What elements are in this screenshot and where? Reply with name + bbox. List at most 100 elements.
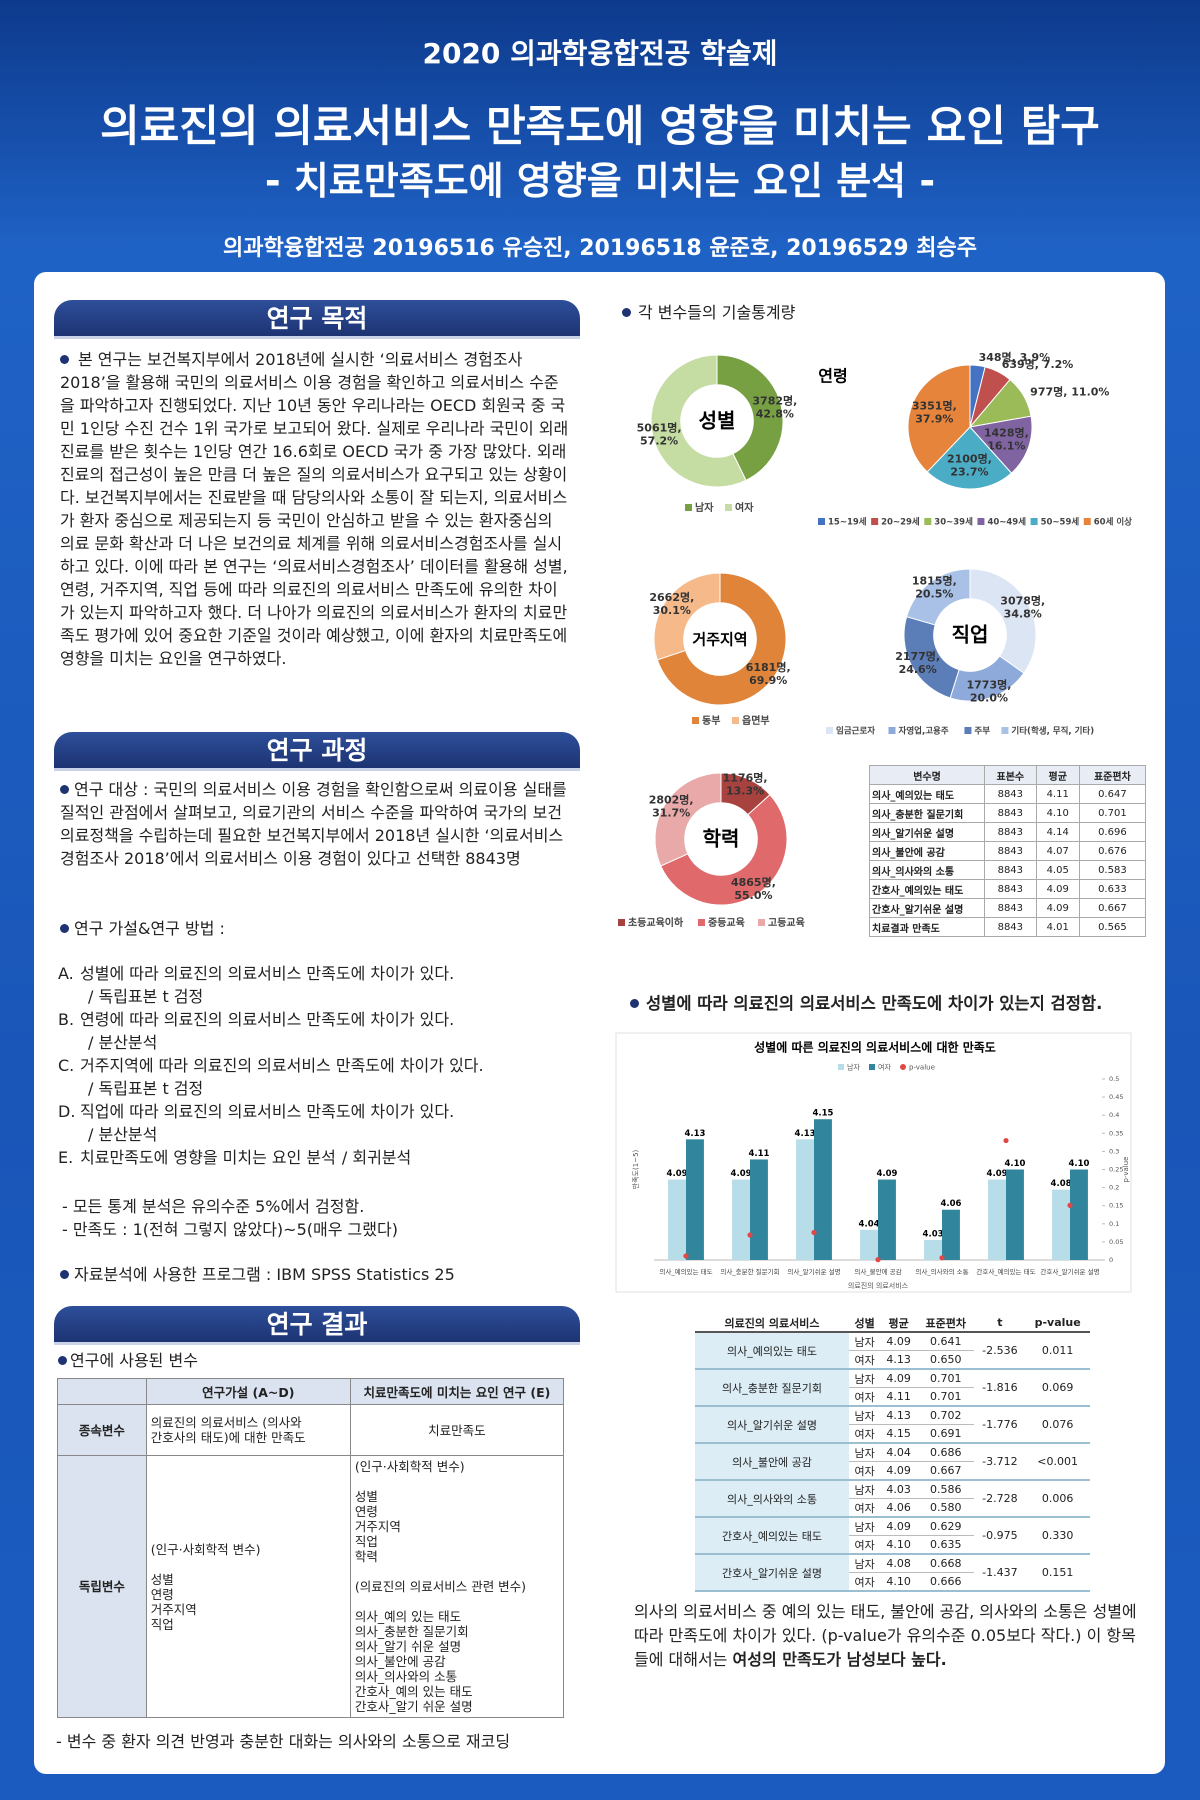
y2-tick-label: 0.45 [1109,1093,1123,1101]
table-cell: 4.13 [880,1406,918,1425]
table-row: 치료결과 만족도 8843 4.01 0.565 [869,917,1147,937]
test-heading: 성별에 따라 의료진의 의료서비스 만족도에 차이가 있는지 검정함. [630,992,1102,1015]
item-cell: 간호사_알기쉬운 설명 [695,1554,849,1592]
stat-cell: -2.728 [974,1480,1026,1518]
header-row: 의료진의 의료서비스 성별 평균 표준편차 t p-value [695,1314,1090,1333]
table-row: 의사_알기쉬운 설명 남자 4.13 0.702 -1.776 0.076 [695,1406,1090,1444]
note: - 만족도 : 1(전혀 그렇지 않았다)~5(매우 그랬다) [62,1220,398,1239]
legend-label: 여자 [735,501,754,514]
table-cell: 여자 [849,1498,881,1518]
header-row: 변수명 표본수 평균 표준편차 [869,765,1147,785]
table-cell: 여자 [849,1461,881,1481]
legend-label: 15~19세 [828,517,867,528]
table-row: 의사_알기쉬운 설명 8843 4.14 0.696 [869,822,1147,842]
table-cell: 여자 [849,1572,881,1592]
header-cell: 의료진의 의료서비스 [695,1314,849,1333]
bar [1070,1169,1088,1260]
x-tick-label: 의사_예의있는 태도 [659,1267,712,1276]
paragraph: 의사의 의료서비스 중 예의 있는 태도, 불안에 공감, 의사와의 소통은 성… [634,1602,1137,1669]
table-cell: 0.641 [917,1332,975,1351]
legend-swatch [758,919,765,926]
legend-label: 기타(학생, 무직, 기타) [1011,726,1094,737]
pie-slice [716,354,784,481]
item-cell: 의사_불안에 공감 [695,1443,849,1481]
hypothesis-method: / 분산분석 [88,1125,158,1144]
table-row: 의사_불안에 공감 8843 4.07 0.676 [869,841,1147,861]
bar [796,1139,814,1260]
slice-label: 1815명, 20.5% [912,574,957,601]
header-cell: 표준편차 [917,1314,975,1333]
x-axis-label: 의료진의 의료서비스 [848,1281,909,1290]
y2-tick-label: 0.05 [1109,1238,1123,1246]
table-row: 의사_예의있는 태도 8843 4.11 0.647 [869,784,1147,804]
legend-swatch [900,1064,906,1070]
table-cell: 치료만족도 [349,1404,565,1456]
pie-slice [660,794,788,906]
bar [750,1159,768,1260]
legend-label: 50~59세 [1041,517,1080,528]
table-cell: 여자 [849,1535,881,1555]
pie-title: 학력 [703,827,740,851]
bar-value-label: 4.10 [1004,1159,1025,1169]
legend-swatch [1001,727,1009,734]
pie-slice [654,772,722,867]
objective-text: 본 연구는 보건복지부에서 2018년에 실시한 ‘의료서비스 경험조사 201… [60,348,570,670]
table-cell: 남자 [849,1517,881,1536]
hypothesis: D. 직업에 따라 의료진의 의료서비스 만족도에 차이가 있다. / 분산분석 [58,1100,573,1146]
stat-cell: -1.776 [974,1406,1026,1444]
item-cell: 의사_의사와의 소통 [695,1480,849,1518]
bar [878,1179,896,1260]
legend-swatch [818,518,825,525]
pie-slice [969,415,1033,474]
bar-value-label: 4.11 [748,1149,769,1159]
bullet [60,785,69,794]
table-cell: 남자 [849,1332,881,1351]
bar [668,1179,686,1260]
slice-label: 2100명, 23.7% [947,451,992,478]
table-cell: 남자 [849,1554,881,1573]
table-row: 여자 4.09 0.667 [695,1461,1090,1481]
bar-value-label: 4.04 [859,1219,880,1229]
bar [924,1239,942,1260]
table-cell: 0.668 [917,1554,975,1573]
legend-label: 60세 이상 [1094,517,1132,528]
stat-cell: -0.975 [974,1517,1026,1555]
table-cell: 남자 [849,1406,881,1425]
hypotheses: A. 성별에 따라 의료진의 의료서비스 만족도에 차이가 있다. / 독립표본 t… [58,962,573,1169]
item-cell: 의사_충분한 질문기회 [695,1369,849,1407]
subtitle: - 치료만족도에 영향을 미치는 요인 분석 - [264,159,936,203]
pie-slice [656,572,787,706]
table-row: 여자 4.06 0.580 [695,1498,1090,1518]
bullet [622,308,631,317]
stat-cell: 0.330 [1025,1517,1090,1555]
bullet [60,1270,69,1279]
legend-swatch [924,518,932,525]
pie-title: 직업 [952,623,989,647]
table-cell: (인구·사회학적 변수) 성별 연령 거주지역 직업 학력 (의료진의 의료서비… [349,1455,565,1718]
chart-title: 성별에 따른 의료진의 의료서비스에 대한 만족도 [754,1040,996,1055]
hypothesis-label: B. [58,1010,75,1029]
pie-slice [650,354,747,488]
x-tick-label: 간호사_예의있는 태도 [976,1267,1035,1276]
header-cell: 연구가설 (A~D) [145,1378,351,1405]
event: 2020 의과학융합전공 학술제 [422,37,778,70]
pie-title: 연령 [818,367,847,386]
table-cell: 0.701 [917,1387,975,1407]
slice-label: 1176명, 13.3% [723,771,768,798]
p-value-dot [939,1255,945,1261]
bar [1006,1169,1024,1260]
bar [942,1209,960,1260]
table-cell: 0.565 [1078,917,1147,937]
table-cell: 4.09 [880,1332,918,1351]
bullet [60,924,69,933]
subject-text: 연구 대상 : 국민의 의료서비스 이용 경험을 확인함으로써 의료이용 실태를… [60,778,570,870]
hypothesis: E. 치료만족도에 영향을 미치는 요인 분석 / 회귀분석 [58,1146,573,1169]
bar [814,1119,832,1260]
table-row: 종속변수 의료진의 의료서비스 (의사와 간호사의 태도)에 대한 만족도 치료만족… [57,1404,565,1456]
hypothesis-text: 직업에 따라 의료진의 의료서비스 만족도에 차이가 있다. [80,1102,455,1121]
bar-value-label: 4.10 [1068,1159,1089,1169]
table-cell: 4.10 [880,1535,918,1555]
table-cell: (인구·사회학적 변수) 성별 연령 거주지역 직업 [145,1455,351,1718]
p-value-dot [1003,1137,1009,1144]
y2-tick-label: 0 [1109,1256,1113,1264]
